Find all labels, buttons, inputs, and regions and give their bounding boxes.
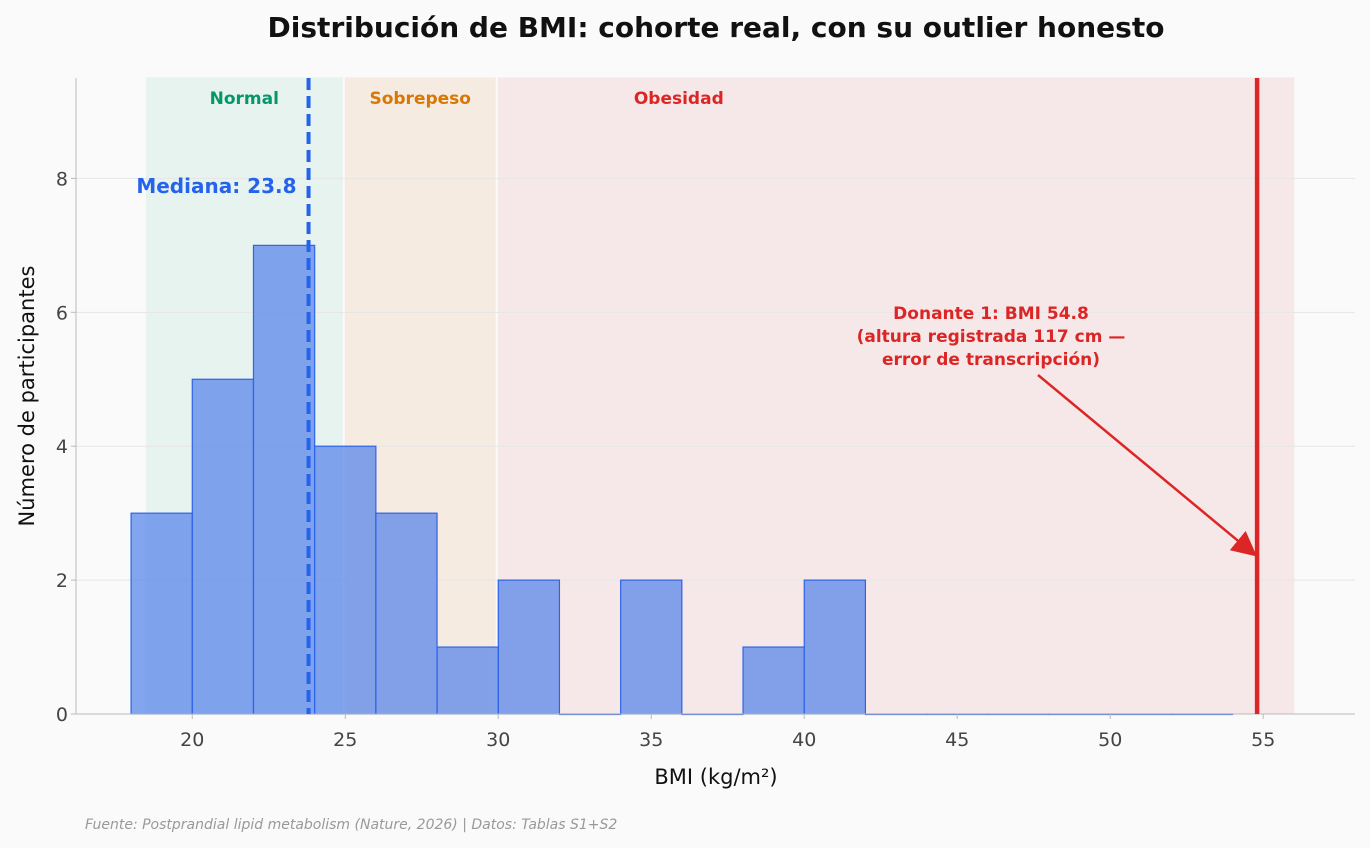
x-tick-label: 25 xyxy=(333,729,357,751)
histogram-bars xyxy=(130,244,1234,716)
x-tick-label: 55 xyxy=(1251,729,1275,751)
y-tick-label: 2 xyxy=(56,570,68,592)
axes: 20 25 30 35 40 45 50 55 0 2 4 6 8 xyxy=(56,78,1355,751)
y-tick-label: 0 xyxy=(56,704,68,726)
histogram-bar xyxy=(314,445,377,715)
histogram-bar xyxy=(130,512,193,715)
histogram-bar xyxy=(436,646,499,715)
zone-band-obesidad xyxy=(497,77,1295,715)
y-axis-label: Número de participantes xyxy=(15,266,39,527)
histogram-bar xyxy=(803,579,867,715)
x-axis-label: BMI (kg/m²) xyxy=(654,765,777,789)
y-tick-label: 8 xyxy=(56,168,68,190)
zone-label-sobrepeso: Sobrepeso xyxy=(369,89,471,109)
chart-title: Distribución de BMI: cohorte real, con s… xyxy=(268,11,1165,44)
x-tick-label: 50 xyxy=(1098,729,1122,751)
y-tick-label: 4 xyxy=(56,436,68,458)
x-tick-label: 20 xyxy=(180,729,204,751)
histogram-bar xyxy=(497,579,561,715)
histogram-bar xyxy=(252,244,316,715)
median-label: Mediana: 23.8 xyxy=(136,174,296,198)
zone-label-obesidad: Obesidad xyxy=(634,89,724,109)
x-tick-label: 30 xyxy=(486,729,510,751)
y-tick-label: 6 xyxy=(56,302,68,324)
outlier-arrow xyxy=(1037,374,1257,557)
outlier-annotation-line: error de transcripción) xyxy=(882,350,1100,370)
outlier-annotation-line: Donante 1: BMI 54.8 xyxy=(893,304,1089,324)
x-tick-label: 35 xyxy=(639,729,663,751)
histogram-bar xyxy=(191,378,255,715)
source-note: Fuente: Postprandial lipid metabolism (N… xyxy=(85,817,617,833)
outlier-annotation-line: (altura registrada 117 cm — xyxy=(857,327,1126,347)
annotations: Mediana: 23.8 Donante 1: BMI 54.8 (altura … xyxy=(136,78,1260,714)
histogram-bar xyxy=(742,646,805,715)
zone-label-normal: Normal xyxy=(210,89,279,109)
x-tick-label: 45 xyxy=(945,729,969,751)
histogram-bar xyxy=(375,512,438,715)
x-tick-label: 40 xyxy=(792,729,816,751)
histogram-bar xyxy=(620,579,683,715)
